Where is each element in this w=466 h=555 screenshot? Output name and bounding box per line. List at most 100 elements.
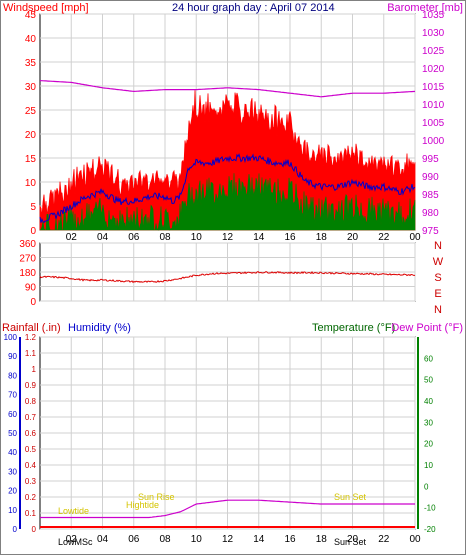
temp-x-tick-label: 02 bbox=[66, 534, 78, 545]
temperature-y-tick-label: 0 bbox=[424, 482, 429, 491]
direction-y-tick-label: 180 bbox=[19, 268, 36, 279]
barometer-y-tick-label: 1010 bbox=[422, 100, 445, 111]
humidity-y-tick-label: 50 bbox=[8, 429, 17, 438]
wind-y-tick-label: 0 bbox=[30, 226, 36, 237]
temperature-y-tick-label: -10 bbox=[424, 504, 436, 513]
wind-x-tick-label: 18 bbox=[316, 232, 328, 243]
compass-label: S bbox=[434, 272, 441, 284]
temp-x-tick-label: 04 bbox=[97, 534, 109, 545]
temp-x-tick-label: 22 bbox=[378, 534, 390, 545]
direction-y-tick-label: 90 bbox=[25, 283, 37, 294]
direction-y-tick-label: 0 bbox=[30, 297, 36, 308]
humidity-y-tick-label: 100 bbox=[4, 333, 18, 342]
temp-x-tick-label: 20 bbox=[347, 534, 359, 545]
wind-y-tick-label: 45 bbox=[25, 10, 37, 21]
rain-y-tick-label: 0.2 bbox=[25, 493, 37, 502]
wind-y-tick-label: 5 bbox=[30, 202, 36, 213]
barometer-y-tick-label: 975 bbox=[422, 226, 439, 237]
rain-y-tick-label: 0 bbox=[32, 525, 37, 534]
humidity-y-tick-label: 40 bbox=[8, 448, 17, 457]
rain-y-tick-label: 0.4 bbox=[25, 461, 37, 470]
wind-y-tick-label: 20 bbox=[25, 130, 37, 141]
wind-y-tick-label: 40 bbox=[25, 34, 37, 45]
barometer-y-tick-label: 1035 bbox=[422, 10, 445, 21]
wind-x-tick-label: 06 bbox=[128, 232, 140, 243]
wind-x-tick-label: 00 bbox=[409, 232, 421, 243]
barometer-series bbox=[39, 80, 416, 98]
wind-x-tick-label: 22 bbox=[378, 232, 390, 243]
direction-y-tick-label: 270 bbox=[19, 254, 36, 265]
wind-y-tick-label: 10 bbox=[25, 178, 37, 189]
rain-y-tick-label: 1.1 bbox=[25, 349, 37, 358]
temp-x-tick-label: 08 bbox=[159, 534, 171, 545]
temperature-y-tick-label: 40 bbox=[424, 397, 433, 406]
barometer-y-tick-label: 1030 bbox=[422, 28, 445, 39]
compass-label: W bbox=[433, 256, 444, 268]
wind-x-tick-label: 10 bbox=[191, 232, 203, 243]
barometer-y-tick-label: 1005 bbox=[422, 118, 445, 129]
temperature-y-tick-label: 60 bbox=[424, 354, 433, 363]
temp-x-tick-label: 12 bbox=[222, 534, 234, 545]
humidity-y-tick-label: 30 bbox=[8, 467, 17, 476]
wind-y-axis: 0 5 10 15 20 25 30 35 40 45 bbox=[25, 10, 37, 237]
wind-x-tick-label: 04 bbox=[97, 232, 109, 243]
humidity-y-tick-label: 70 bbox=[8, 391, 17, 400]
green-trace-series bbox=[39, 173, 416, 231]
humidity-y-tick-label: 20 bbox=[8, 487, 17, 496]
humidity-y-tick-label: 10 bbox=[8, 506, 17, 515]
wind-x-tick-label: 16 bbox=[284, 232, 296, 243]
barometer-y-tick-label: 1025 bbox=[422, 46, 445, 57]
barometer-y-axis: 975 980 985 990 995 1000 1005 1010 1015 1020 1025 1… bbox=[422, 10, 445, 237]
barometer-y-tick-label: 995 bbox=[422, 154, 439, 165]
windspeed-label: Windspeed [mph] bbox=[3, 2, 89, 14]
wind-y-tick-label: 30 bbox=[25, 82, 37, 93]
rain-y-tick-label: 0.7 bbox=[25, 413, 37, 422]
rain-y-tick-label: 0.5 bbox=[25, 445, 37, 454]
wind-x-tick-label: 02 bbox=[66, 232, 78, 243]
compass-label: N bbox=[434, 304, 442, 316]
temp-x-tick-label: 10 bbox=[191, 534, 203, 545]
graph-title: 24 hour graph day : April 07 2014 bbox=[172, 2, 335, 14]
wind-y-tick-label: 35 bbox=[25, 58, 37, 69]
rain-y-tick-label: 0.8 bbox=[25, 397, 37, 406]
temperature-y-tick-label: -20 bbox=[424, 525, 436, 534]
temperature-y-tick-label: 10 bbox=[424, 461, 433, 470]
rain-y-tick-label: 1 bbox=[32, 365, 37, 374]
temperature-y-tick-label: 20 bbox=[424, 440, 433, 449]
sunset-marker-label: Sun Set bbox=[334, 537, 367, 547]
wind-x-axis: 02 04 06 08 10 12 14 16 18 20 22 00 bbox=[66, 232, 421, 243]
direction-y-axis: 360 270 180 90 0 bbox=[19, 239, 36, 308]
barometer-y-tick-label: 985 bbox=[422, 190, 439, 201]
low-marker-label: LowMSc bbox=[58, 537, 93, 547]
sunrise-label: Sun Rise bbox=[138, 492, 175, 502]
wind-x-tick-label: 14 bbox=[253, 232, 265, 243]
barometer-y-tick-label: 990 bbox=[422, 172, 439, 183]
dewpoint-label: Dew Point (°F) bbox=[391, 322, 463, 334]
temp-x-axis: 02 04 06 08 10 12 14 16 18 20 22 00 bbox=[66, 534, 421, 545]
rainfall-label: Rainfall (.in) bbox=[2, 322, 61, 334]
temperature-y-tick-label: 30 bbox=[424, 418, 433, 427]
temp-x-tick-label: 14 bbox=[253, 534, 265, 545]
lowtide-label: Lowtide bbox=[58, 506, 89, 516]
temp-x-tick-label: 00 bbox=[409, 534, 421, 545]
barometer-y-tick-label: 1020 bbox=[422, 64, 445, 75]
average-windspeed-series bbox=[39, 153, 416, 224]
humidity-y-axis: 0 10 20 30 40 50 60 70 80 90 100 bbox=[4, 333, 21, 534]
wind-y-tick-label: 15 bbox=[25, 154, 37, 165]
temp-x-tick-label: 16 bbox=[284, 534, 296, 545]
wind-x-tick-label: 12 bbox=[222, 232, 234, 243]
compass-label: E bbox=[434, 288, 441, 300]
rain-y-tick-label: 0.6 bbox=[25, 429, 37, 438]
humidity-y-tick-label: 60 bbox=[8, 410, 17, 419]
wind-direction-series bbox=[39, 270, 416, 284]
temp-plot-grid bbox=[40, 336, 416, 530]
wind-series bbox=[39, 80, 416, 231]
rain-y-tick-label: 0.9 bbox=[25, 381, 37, 390]
barometer-label: Barometer [mb] bbox=[387, 2, 463, 14]
compass-label: N bbox=[434, 240, 442, 252]
temp-series bbox=[40, 499, 415, 528]
direction-y-tick-label: 360 bbox=[19, 239, 36, 250]
